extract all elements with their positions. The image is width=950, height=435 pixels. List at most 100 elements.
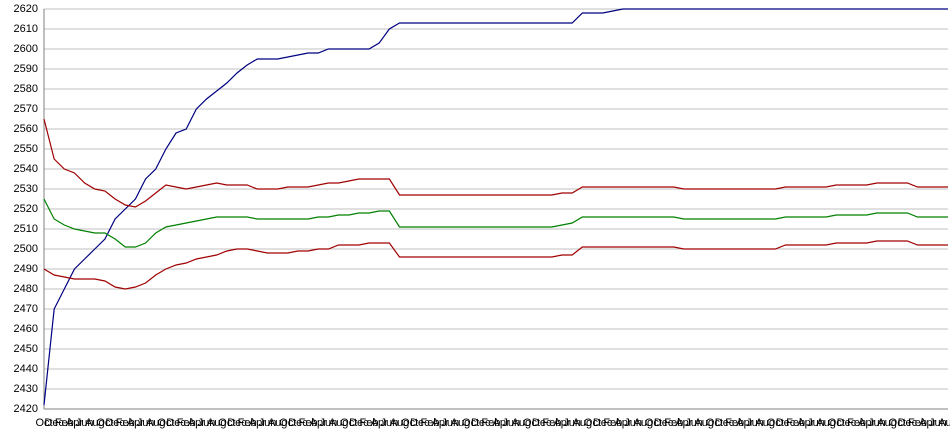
y-tick-label: 2490 [14, 263, 38, 275]
x-tick-label: Oct [828, 417, 845, 429]
x-tick-label: Jun [563, 417, 581, 429]
x-tick-label: Dec [227, 417, 247, 429]
y-tick-label: 2520 [14, 203, 38, 215]
y-tick-label: 2590 [14, 63, 38, 75]
y-tick-label: 2460 [14, 323, 38, 335]
x-tick-label: Feb [420, 417, 439, 429]
y-tick-label: 2570 [14, 103, 38, 115]
x-tick-label: Oct [157, 417, 174, 429]
y-tick-label: 2540 [14, 163, 38, 175]
x-tick-label: Oct [35, 417, 52, 429]
series-line [43, 8, 948, 406]
y-tick-label: 2450 [14, 343, 38, 355]
x-tick-label: Jun [137, 417, 155, 429]
x-tick-label: Oct [218, 417, 235, 429]
x-tick-label: Aug [329, 417, 349, 429]
x-tick-label: Aug [755, 417, 775, 429]
x-tick-label: Oct [401, 417, 418, 429]
x-tick-label: Oct [584, 417, 601, 429]
x-tick-label: Dec [44, 417, 64, 429]
x-tick-label: Jun [380, 417, 398, 429]
x-tick-label: Feb [908, 417, 927, 429]
x-tick-label: Dec [105, 417, 125, 429]
x-tick-label: Jun [259, 417, 277, 429]
x-tick-label: Jun [320, 417, 338, 429]
x-tick-label: Oct [889, 417, 906, 429]
x-tick-label: Aug [451, 417, 471, 429]
x-tick-label: Aug [694, 417, 714, 429]
x-tick-label: Apr [310, 417, 327, 429]
x-tick-label: Aug [512, 417, 532, 429]
x-tick-label: Dec [837, 417, 857, 429]
x-tick-label: Oct [523, 417, 540, 429]
x-tick-label: Jun [929, 417, 947, 429]
x-tick-label: Feb [603, 417, 622, 429]
y-tick-label: 2610 [14, 23, 38, 35]
x-tick-label: Apr [371, 417, 388, 429]
x-tick-label: Feb [664, 417, 683, 429]
x-tick-label: Apr [493, 417, 510, 429]
x-tick-label: Jun [502, 417, 520, 429]
x-tick-label: Feb [542, 417, 561, 429]
x-tick-label: Dec [898, 417, 918, 429]
y-tick-label: 2530 [14, 183, 38, 195]
x-tick-label: Jun [685, 417, 703, 429]
x-tick-label: Aug [938, 417, 950, 429]
x-tick-label: Aug [633, 417, 653, 429]
x-tick-label: Feb [299, 417, 318, 429]
x-tick-label: Feb [238, 417, 257, 429]
y-tick-label: 2550 [14, 143, 38, 155]
x-tick-label: Aug [877, 417, 897, 429]
x-tick-label: Apr [66, 417, 83, 429]
x-tick-label: Dec [654, 417, 674, 429]
x-tick-label: Aug [207, 417, 227, 429]
x-tick-label: Oct [645, 417, 662, 429]
x-tick-label: Apr [919, 417, 936, 429]
x-tick-label: Oct [767, 417, 784, 429]
x-tick-label: Feb [481, 417, 500, 429]
series-line [43, 118, 948, 208]
x-tick-label: Jun [868, 417, 886, 429]
x-tick-label: Apr [127, 417, 144, 429]
x-tick-label: Feb [177, 417, 196, 429]
x-tick-label: Aug [573, 417, 593, 429]
x-tick-label: Dec [715, 417, 735, 429]
x-tick-label: Jun [198, 417, 216, 429]
x-tick-label: Jun [807, 417, 825, 429]
x-tick-label: Aug [146, 417, 166, 429]
y-tick-label: 2500 [14, 243, 38, 255]
x-tick-label: Dec [593, 417, 613, 429]
x-tick-label: Oct [340, 417, 357, 429]
x-tick-label: Feb [786, 417, 805, 429]
x-tick-label: Apr [553, 417, 570, 429]
x-tick-label: Aug [390, 417, 410, 429]
x-tick-label: Apr [675, 417, 692, 429]
x-tick-label: Apr [188, 417, 205, 429]
series-line [43, 198, 948, 248]
x-tick-label: Oct [706, 417, 723, 429]
x-tick-label: Apr [432, 417, 449, 429]
x-tick-label: Dec [532, 417, 552, 429]
x-tick-label: Jun [746, 417, 764, 429]
x-tick-label: Oct [462, 417, 479, 429]
x-tick-label: Apr [858, 417, 875, 429]
x-tick-label: Aug [816, 417, 836, 429]
x-tick-label: Dec [349, 417, 369, 429]
x-tick-label: Aug [268, 417, 288, 429]
x-tick-label: Dec [776, 417, 796, 429]
y-tick-label: 2440 [14, 363, 38, 375]
y-tick-label: 2620 [14, 3, 38, 15]
y-tick-label: 2600 [14, 43, 38, 55]
x-tick-label: Dec [288, 417, 308, 429]
y-tick-label: 2580 [14, 83, 38, 95]
x-tick-label: Jun [76, 417, 94, 429]
x-tick-label: Apr [614, 417, 631, 429]
x-tick-label: Dec [166, 417, 186, 429]
y-tick-label: 2430 [14, 383, 38, 395]
x-tick-label: Feb [725, 417, 744, 429]
y-tick-label: 2560 [14, 123, 38, 135]
x-tick-label: Feb [847, 417, 866, 429]
x-tick-label: Feb [360, 417, 379, 429]
x-tick-label: Dec [471, 417, 491, 429]
